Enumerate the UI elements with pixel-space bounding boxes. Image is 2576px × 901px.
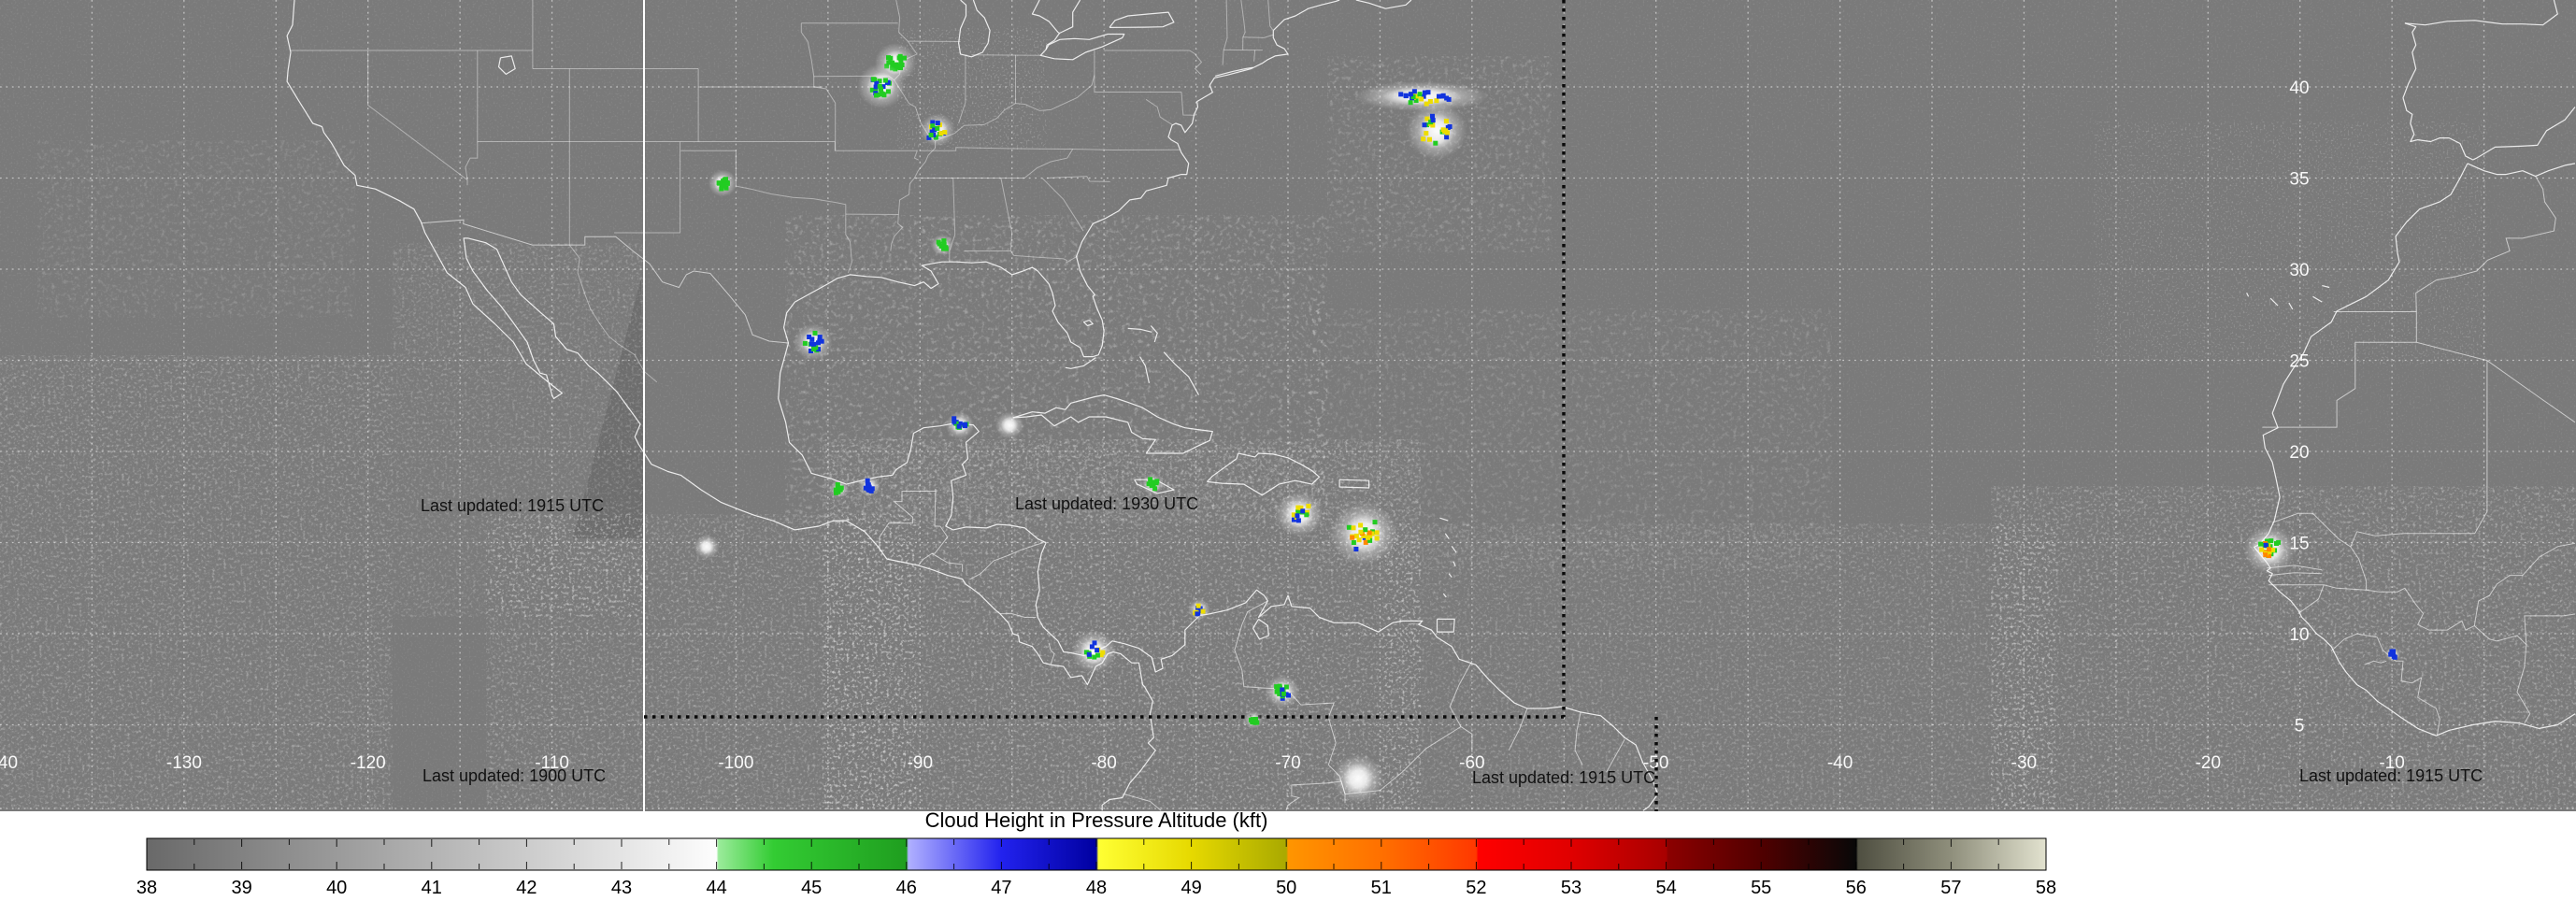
colorbar-labels: 38 39 40 41 42 43 44 45 46 47 48 49 50 51 52 53 54 55 56 57… — [136, 878, 2056, 898]
colorbar-value-label: 55 — [1751, 878, 1771, 898]
colorbar-value-label: 42 — [516, 878, 537, 898]
longitude-label: -10 — [2379, 753, 2404, 773]
last-updated-label: Last updated: 1900 UTC — [422, 766, 607, 785]
longitude-label: -130 — [166, 753, 202, 773]
last-updated-label: Last updated: 1930 UTC — [1015, 494, 1199, 513]
colorbar-title: Cloud Height in Pressure Altitude (kft) — [924, 808, 1268, 832]
colorbar-value-label: 40 — [326, 878, 347, 898]
latitude-label: 25 — [2289, 352, 2309, 372]
colorbar-value-label: 47 — [991, 878, 1011, 898]
latitude-label: 35 — [2289, 170, 2309, 190]
longitude-label: -120 — [351, 753, 386, 773]
colorbar-value-label: 58 — [2036, 878, 2056, 898]
satellite-map: -140 -130 -120 -110 -100 -90 -80 -70 -60 -50 -40 -3… — [0, 0, 2576, 811]
longitude-label: -100 — [718, 753, 753, 773]
longitude-label: -80 — [1091, 753, 1116, 773]
colorbar-value-label: 48 — [1086, 878, 1107, 898]
longitude-label: -20 — [2196, 753, 2221, 773]
longitude-label: -30 — [2011, 753, 2037, 773]
colorbar-value-label: 44 — [706, 878, 726, 898]
country-borders — [421, 176, 2576, 811]
longitude-label: -60 — [1459, 753, 1484, 773]
last-updated-label: Last updated: 1915 UTC — [2299, 766, 2483, 785]
longitude-label: -110 — [535, 753, 569, 773]
latitude-label: 20 — [2289, 443, 2309, 463]
longitude-label: -90 — [908, 753, 933, 773]
colorbar-value-label: 57 — [1940, 878, 1961, 898]
graticule-labels: -140 -130 -120 -110 -100 -90 -80 -70 -60 -50 -40 -3… — [0, 79, 2405, 773]
latitude-label: 30 — [2289, 261, 2309, 280]
colorbar-value-label: 43 — [611, 878, 632, 898]
sector-boundaries — [643, 0, 1658, 811]
colorbar-value-label: 39 — [231, 878, 251, 898]
colorbar-value-label: 41 — [422, 878, 442, 898]
longitude-label: -140 — [0, 753, 18, 773]
map-canvas: -140 -130 -120 -110 -100 -90 -80 -70 -60 -50 -40 -3… — [0, 0, 2576, 811]
last-updated-label: Last updated: 1915 UTC — [421, 496, 605, 515]
longitude-label: -50 — [1643, 753, 1668, 773]
latitude-label: 40 — [2289, 79, 2309, 98]
longitude-label: -40 — [1827, 753, 1853, 773]
colorbar-value-label: 56 — [1846, 878, 1867, 898]
storm-cells — [694, 43, 2401, 803]
colorbar: 38 39 40 41 42 43 44 45 46 47 48 49 50 51 52 53 54 55 56 57… — [136, 837, 2056, 898]
colorbar-value-label: 49 — [1181, 878, 1201, 898]
latitude-label: 10 — [2289, 625, 2309, 645]
colorbar-value-label: 52 — [1466, 878, 1486, 898]
colorbar-value-label: 54 — [1655, 878, 1676, 898]
colorbar-value-label: 45 — [801, 878, 822, 898]
colorbar-ticks — [146, 839, 2047, 869]
last-updated-label: Last updated: 1915 UTC — [1472, 768, 1656, 787]
latitude-label: 5 — [2295, 717, 2305, 737]
colorbar-value-label: 53 — [1561, 878, 1581, 898]
cloud-speckle-layer — [0, 0, 2576, 809]
colorbar-value-label: 46 — [896, 878, 917, 898]
colorbar-value-label: 50 — [1276, 878, 1296, 898]
colorbar-value-label: 51 — [1371, 878, 1392, 898]
longitude-label: -70 — [1275, 753, 1300, 773]
colorbar-value-label: 38 — [136, 878, 157, 898]
